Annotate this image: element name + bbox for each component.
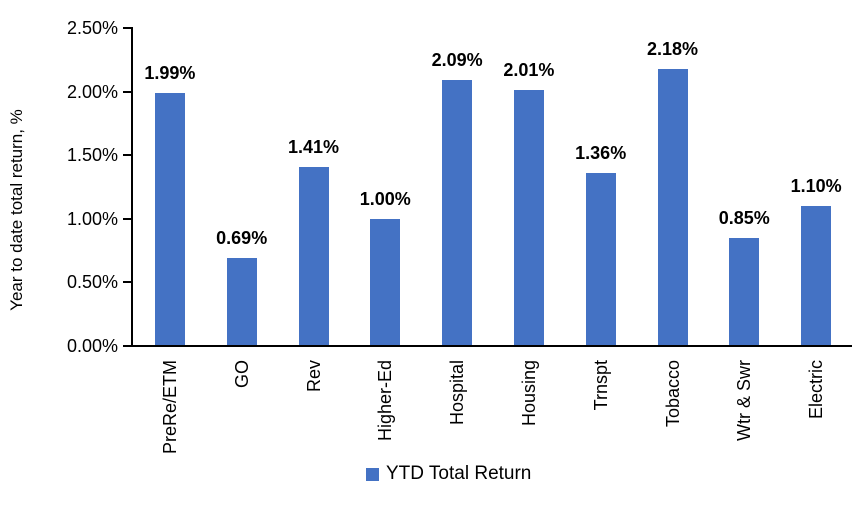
bar-value-label: 2.09% <box>431 50 483 71</box>
y-tick-mark <box>123 217 132 220</box>
x-category-label: PreRe/ETM <box>159 360 180 455</box>
y-tick-label: 2.00% <box>66 81 118 102</box>
bar <box>154 92 185 345</box>
bar-value-label: 1.36% <box>575 143 627 163</box>
x-category-label: Trnspt <box>590 360 611 411</box>
y-tick-label: 0.50% <box>66 272 118 293</box>
bar <box>585 173 616 345</box>
x-category-label: GO <box>231 360 252 389</box>
bar <box>298 166 329 345</box>
bar-value-label: 1.10% <box>790 176 842 197</box>
y-axis-title: Year to date total return, % <box>7 109 26 311</box>
bar <box>657 68 688 345</box>
y-tick-label: 1.50% <box>66 145 118 166</box>
x-category-label: Electric <box>806 360 827 420</box>
x-axis-line <box>131 345 852 347</box>
bar-value-label: 1.41% <box>287 136 340 157</box>
bar <box>442 80 473 345</box>
bar-value-label: 1.00% <box>359 188 411 209</box>
x-category-label: Tobacco <box>662 360 683 428</box>
bar-value-label: 0.85% <box>718 207 770 228</box>
bar-value-label: 2.18% <box>646 38 699 59</box>
bar <box>226 258 257 345</box>
y-tick-mark <box>123 154 132 157</box>
x-category-label: Housing <box>518 360 539 427</box>
y-tick-mark <box>123 345 132 347</box>
y-tick-mark <box>123 90 132 93</box>
y-tick-label: 2.50% <box>66 18 118 38</box>
y-tick-mark <box>123 27 132 29</box>
y-tick-label: 1.00% <box>66 208 118 229</box>
y-tick-mark <box>123 281 132 284</box>
bar <box>729 237 760 345</box>
bar-value-label: 0.69% <box>216 228 268 249</box>
legend-swatch <box>366 467 379 481</box>
x-category-label: Wtr & Swr <box>734 360 755 441</box>
y-axis-line <box>131 27 133 347</box>
x-category-label: Rev <box>303 360 324 393</box>
bar-value-label: 2.01% <box>503 60 555 81</box>
bar <box>370 218 401 345</box>
bar-value-label: 1.99% <box>144 62 196 83</box>
x-category-label: Hospital <box>447 360 468 426</box>
bar <box>801 206 832 345</box>
y-tick-label: 0.00% <box>66 336 118 356</box>
legend-label: YTD Total Return <box>386 463 532 484</box>
bar <box>513 90 544 345</box>
x-category-label: Higher-Ed <box>375 360 396 442</box>
legend: YTD Total Return <box>366 463 531 485</box>
